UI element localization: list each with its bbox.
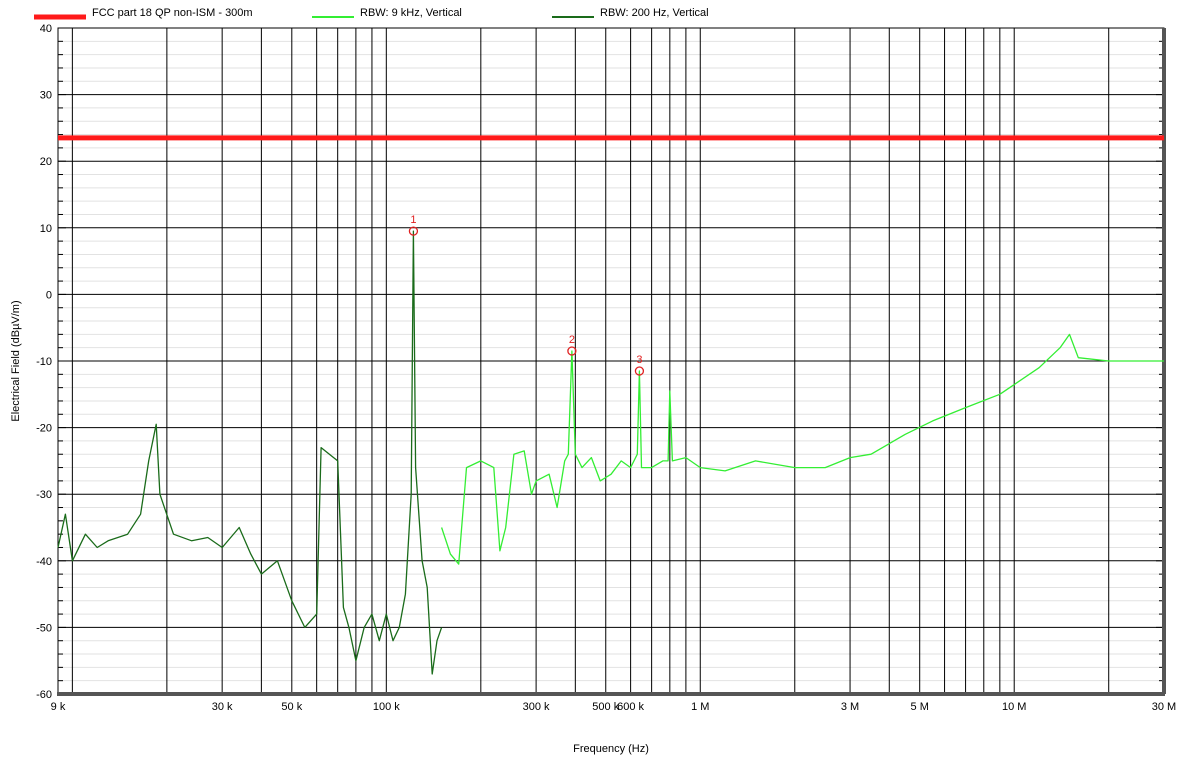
y-tick-label: -20 — [36, 423, 52, 435]
y-tick-label: -30 — [36, 489, 52, 501]
peak-marker-label: 3 — [636, 354, 642, 366]
series-layer — [57, 135, 1164, 675]
peak-marker-label: 2 — [569, 334, 575, 346]
y-tick-label: 30 — [40, 90, 52, 102]
y-tick-label: 10 — [40, 223, 52, 235]
peak-markers: 1 2 3 — [408, 214, 645, 376]
legend-label: FCC part 18 QP non-ISM - 300m — [92, 7, 253, 19]
x-axis-bar — [57, 692, 1165, 696]
legend: FCC part 18 QP non-ISM - 300m RBW: 9 kHz,… — [34, 7, 709, 20]
y-tick-labels: 40 30 20 10 0 -10 -20 -30 -40 -50 -60 — [36, 23, 52, 701]
y-tick-label: -10 — [36, 356, 52, 368]
y-tick-label: 20 — [40, 156, 52, 168]
x-tick-label: 10 M — [1002, 701, 1026, 713]
legend-label: RBW: 9 kHz, Vertical — [360, 7, 462, 19]
peak-marker — [567, 346, 577, 356]
y-axis-title: Electrical Field (dBµV/m) — [10, 300, 22, 421]
x-axis-title: Frequency (Hz) — [573, 743, 649, 755]
series-line-3 — [57, 230, 443, 675]
x-tick-label: 1 M — [691, 701, 709, 713]
legend-label: RBW: 200 Hz, Vertical — [600, 7, 709, 19]
x-tick-label: 300 k — [523, 701, 550, 713]
major-grid — [58, 27, 1164, 695]
x-tick-label: 50 k — [281, 701, 302, 713]
peak-marker — [408, 226, 419, 236]
x-tick-label: 3 M — [841, 701, 859, 713]
x-tick-label: 500 k — [592, 701, 619, 713]
peak-marker — [634, 366, 645, 376]
y-tick-label: -60 — [36, 689, 52, 701]
x-tick-label: 600 k — [617, 701, 644, 713]
peak-marker-label: 1 — [410, 214, 416, 226]
y-tick-label: -40 — [36, 556, 52, 568]
series-line-2 — [440, 333, 1164, 565]
minor-grid — [58, 40, 1164, 682]
y-tick-label: 40 — [40, 23, 52, 35]
x-tick-label: 100 k — [373, 701, 400, 713]
y-tick-label: 0 — [46, 289, 52, 301]
x-tick-label: 5 M — [911, 701, 929, 713]
x-tick-label: 9 k — [51, 701, 66, 713]
x-tick-label: 30 M — [1152, 701, 1176, 713]
y-tick-label: -50 — [36, 622, 52, 634]
x-tick-label: 30 k — [212, 701, 233, 713]
